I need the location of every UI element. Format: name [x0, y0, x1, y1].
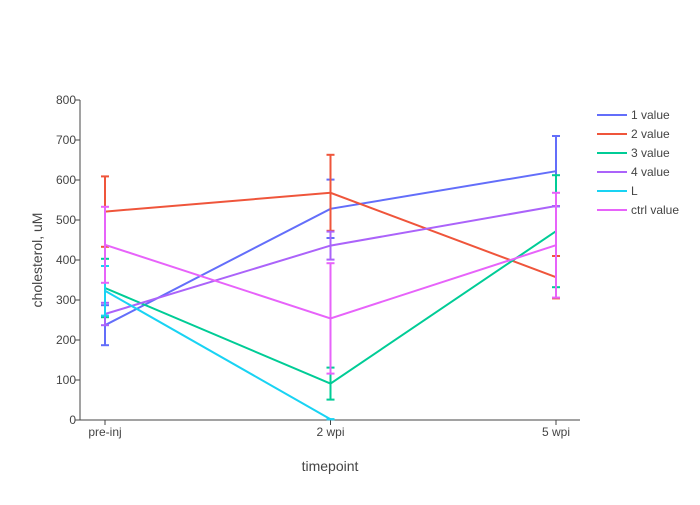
legend-item: 1 value [597, 108, 670, 122]
y-tick-label: 800 [56, 93, 76, 107]
legend-label: 4 value [631, 165, 670, 179]
y-tick-label: 700 [56, 133, 76, 147]
error-bar [552, 191, 560, 299]
y-tick-label: 300 [56, 293, 76, 307]
y-tick-label: 500 [56, 213, 76, 227]
y-tick-label: 600 [56, 173, 76, 187]
x-tick-label: 5 wpi [542, 425, 570, 439]
x-axis: pre-inj 2 wpi 5 wpi [88, 420, 570, 439]
series-line [104, 289, 331, 421]
legend-label: ctrl value [631, 203, 679, 217]
x-tick-label: pre-inj [88, 425, 121, 439]
legend-item: 4 value [597, 165, 670, 179]
legend-item: L [597, 184, 638, 198]
y-tick-label: 200 [56, 333, 76, 347]
legend-label: 1 value [631, 108, 670, 122]
x-axis-title: timepoint [302, 458, 359, 474]
series-4 [101, 265, 335, 421]
y-tick-label: 400 [56, 253, 76, 267]
y-tick-label: 0 [69, 413, 76, 427]
legend-item: 2 value [597, 127, 670, 141]
legend-label: L [631, 184, 638, 198]
plot-area [101, 135, 560, 421]
error-bar [326, 230, 335, 261]
legend-label: 2 value [631, 127, 670, 141]
error-bar [326, 262, 335, 375]
legend-item: 3 value [597, 146, 670, 160]
y-tick-label: 100 [56, 373, 76, 387]
error-bar [101, 205, 109, 284]
legend-label: 3 value [631, 146, 670, 160]
x-tick-label: 2 wpi [316, 425, 344, 439]
y-axis-title: cholesterol, uM [29, 213, 45, 308]
series-5 [101, 191, 560, 375]
legend-item: ctrl value [597, 203, 679, 217]
y-axis: 0 100 200 300 400 500 600 700 800 [56, 93, 80, 427]
